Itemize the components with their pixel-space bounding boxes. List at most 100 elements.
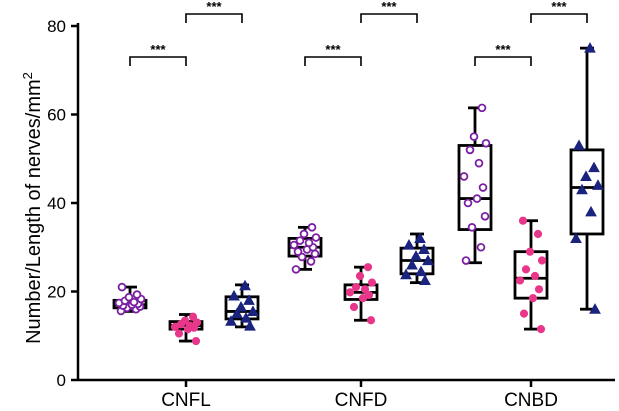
data-point: [117, 282, 127, 292]
data-point: [307, 223, 317, 232]
x-tick-label: CNFD: [335, 390, 388, 411]
bracket-line: [304, 56, 362, 66]
box-purple-open-circle: [112, 282, 148, 316]
data-point: [299, 229, 309, 239]
data-point: [239, 279, 251, 291]
data-point: [228, 289, 240, 301]
data-point: [530, 271, 540, 281]
y-tick-label: 60: [47, 106, 66, 125]
data-point: [349, 302, 359, 312]
box-pink-filled-circle: [513, 216, 549, 334]
box-purple-open-circle: [287, 223, 323, 274]
x-tick-label: CNFL: [161, 390, 211, 411]
data-point: [304, 238, 314, 248]
box-navy-filled-triangle: [224, 279, 260, 331]
data-point: [235, 300, 247, 312]
x-tick-label: CNBD: [504, 390, 558, 411]
significance-label: ***: [495, 42, 511, 57]
data-point: [418, 243, 430, 255]
data-point: [414, 232, 426, 243]
data-point: [406, 258, 418, 270]
y-axis-label: Number/Length of nerves/mm2: [20, 72, 45, 344]
significance-label: ***: [381, 0, 397, 14]
data-point: [240, 312, 252, 323]
significance-bracket: ***: [474, 42, 532, 66]
data-point: [528, 294, 538, 303]
data-point: [521, 265, 531, 274]
group-cnbd: *** ***: [457, 0, 605, 334]
significance-label: ***: [206, 0, 222, 14]
data-point: [129, 297, 139, 307]
y-tick-label: 40: [47, 194, 66, 213]
data-point: [463, 198, 473, 208]
data-point: [461, 256, 471, 265]
data-point: [351, 282, 361, 292]
data-point: [225, 315, 237, 326]
significance-label: ***: [325, 42, 341, 57]
data-point: [465, 145, 475, 155]
data-point: [306, 257, 316, 266]
data-point: [459, 172, 469, 181]
significance-bracket: ***: [360, 0, 418, 23]
data-point: [364, 290, 374, 300]
data-point: [231, 307, 243, 319]
data-point: [247, 305, 259, 316]
data-point: [588, 161, 600, 173]
data-point: [580, 170, 592, 182]
y-axis-label-superscript: 2: [20, 72, 35, 79]
box-pink-filled-circle: [343, 263, 379, 325]
data-point: [180, 316, 190, 325]
group-cnfl: *** ***: [112, 0, 260, 346]
significance-bracket: ***: [129, 42, 187, 66]
data-point: [515, 276, 525, 285]
box-iqr: [224, 295, 260, 321]
data-point: [185, 321, 195, 330]
significance-bracket: ***: [304, 42, 362, 66]
data-point: [419, 274, 431, 285]
data-point: [124, 292, 134, 302]
significance-label: ***: [551, 0, 567, 14]
data-point: [132, 290, 142, 299]
data-point: [584, 42, 596, 53]
box-iqr: [569, 148, 605, 236]
data-point: [422, 254, 434, 266]
data-point: [345, 288, 355, 297]
data-point: [477, 103, 487, 113]
data-point: [589, 303, 601, 314]
data-point: [191, 336, 201, 346]
box-navy-filled-triangle: [399, 232, 435, 285]
data-point: [534, 285, 544, 294]
data-point: [585, 205, 597, 217]
bracket-line: [129, 56, 187, 66]
data-point: [474, 158, 484, 168]
data-point: [525, 247, 535, 256]
data-point: [360, 285, 370, 294]
data-point: [480, 211, 490, 221]
bracket-line: [360, 13, 418, 23]
bracket-line: [185, 13, 243, 23]
data-point: [289, 240, 299, 250]
box-navy-filled-triangle: [569, 42, 605, 314]
bracket-line: [474, 56, 532, 66]
data-point: [400, 268, 412, 280]
data-point: [367, 278, 377, 287]
data-point: [467, 223, 477, 232]
data-point: [537, 256, 547, 265]
significance-bracket: ***: [530, 0, 588, 23]
data-point: [536, 325, 546, 334]
data-point: [174, 329, 184, 338]
data-point: [576, 183, 588, 195]
y-tick-label: 0: [57, 371, 66, 390]
data-point: [573, 139, 585, 151]
data-point: [366, 316, 376, 325]
data-point: [592, 179, 604, 190]
data-point: [481, 138, 491, 148]
data-point: [243, 294, 255, 305]
data-point: [244, 319, 256, 331]
significance-label: ***: [150, 42, 166, 57]
data-point: [192, 318, 202, 327]
bracket-line: [530, 13, 588, 23]
data-point: [363, 263, 373, 272]
data-point: [403, 239, 415, 250]
